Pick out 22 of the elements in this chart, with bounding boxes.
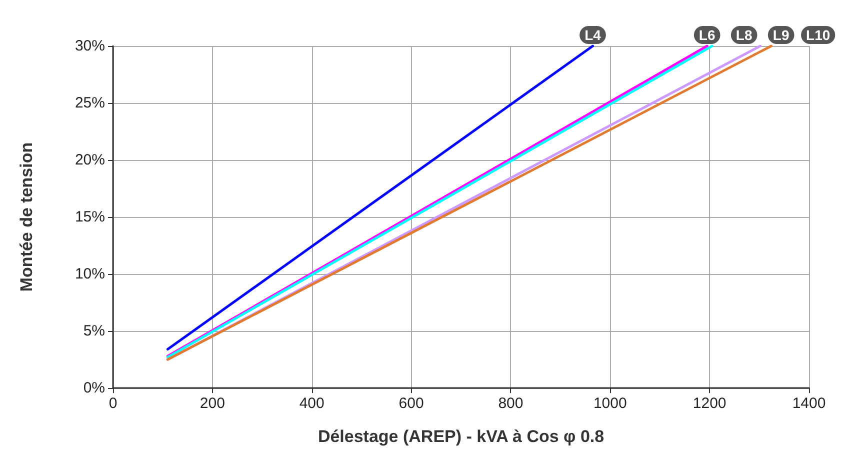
x-tick-label: 0 bbox=[108, 395, 118, 412]
series-label: L6 bbox=[698, 27, 716, 43]
x-tick-label: 400 bbox=[299, 395, 324, 412]
x-tick-label: 600 bbox=[398, 395, 424, 412]
x-tick-label: 200 bbox=[200, 395, 225, 412]
y-tick-label: 25% bbox=[74, 94, 105, 112]
series-label: L4 bbox=[584, 27, 602, 43]
text: L10 bbox=[806, 27, 830, 43]
x-axis-title: Délestage (AREP) - kVA à Cos φ 0.8 bbox=[318, 427, 604, 446]
y-tick-label: 10% bbox=[74, 266, 105, 282]
x-tick-label: 1400 bbox=[792, 395, 826, 412]
x-tick-label: 1000 bbox=[593, 395, 627, 412]
series-label: L8 bbox=[736, 27, 752, 43]
y-tick-label: 15% bbox=[74, 208, 105, 226]
x-tick-label: 1200 bbox=[692, 395, 726, 412]
y-tick-label: 30% bbox=[74, 38, 105, 54]
y-tick-label: 0% bbox=[83, 380, 105, 396]
y-tick-label: 20% bbox=[74, 152, 105, 168]
series-label: L9 bbox=[772, 27, 790, 43]
x-tick-label: 800 bbox=[498, 395, 524, 412]
y-axis-title: Montée de tension bbox=[17, 142, 36, 292]
y-tick-label: 5% bbox=[83, 322, 105, 340]
